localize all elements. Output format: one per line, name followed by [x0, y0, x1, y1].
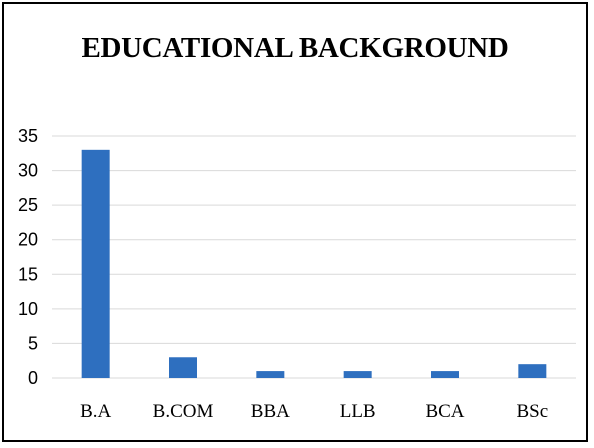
y-tick-label: 0: [28, 368, 38, 388]
x-category-label: BCA: [425, 401, 464, 422]
x-category-label: BBA: [251, 401, 290, 422]
y-tick-label: 15: [18, 264, 38, 284]
bars: [81, 149, 547, 378]
y-tick-label: 5: [28, 333, 38, 353]
bar-bba: [256, 371, 285, 378]
y-tick-label: 30: [18, 161, 38, 181]
y-tick-label: 20: [18, 230, 38, 250]
bar-llb: [343, 371, 372, 378]
y-tick-label: 25: [18, 195, 38, 215]
chart-title: EDUCATIONAL BACKGROUND: [81, 32, 509, 64]
y-axis-ticks: 0 5 10 15 20 25 30 35: [18, 126, 38, 388]
x-category-label: BSc: [516, 401, 548, 422]
y-tick-label: 10: [18, 299, 38, 319]
chart-frame: EDUCATIONAL BACKGROUND 0 5 10 15 20 25 30 35 B.…: [2, 2, 588, 442]
x-axis-categories: B.A B.COM BBA LLB BCA BSc: [80, 401, 548, 422]
bar-b-a: [81, 149, 110, 378]
gridlines: [52, 135, 576, 379]
x-category-label: B.COM: [153, 401, 214, 422]
bar-bsc: [518, 364, 547, 378]
bar-bca: [431, 371, 459, 378]
bar-chart: 0 5 10 15 20 25 30 35 B.A B.COM BBA LLB BCA BSc: [18, 126, 576, 422]
x-category-label: LLB: [340, 401, 376, 422]
x-category-label: B.A: [80, 401, 111, 422]
y-tick-label: 35: [18, 126, 38, 146]
bar-b-com: [169, 357, 197, 378]
